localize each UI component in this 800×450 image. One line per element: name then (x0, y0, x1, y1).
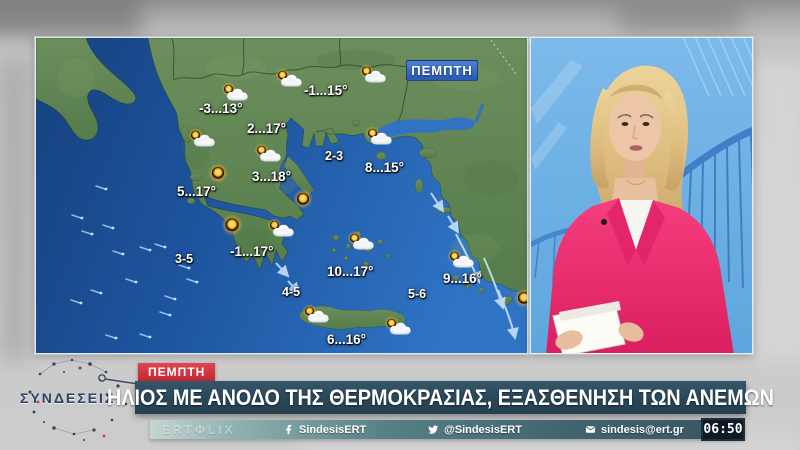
studio-background-blob (620, 0, 740, 30)
facebook-icon (286, 424, 292, 435)
logo-constellation (28, 358, 139, 441)
email-icon (585, 426, 596, 433)
sun-cloud-icon (252, 142, 282, 164)
contrail (490, 39, 517, 75)
headline-text: ΗΛΙΟΣ ΜΕ ΑΝΟΔΟ ΤΗΣ ΘΕΡΜΟΚΡΑΣΙΑΣ, ΕΞΑΣΘΕΝ… (107, 384, 774, 410)
wind-arrows-group (70, 185, 519, 340)
sun-cloud-icon (186, 127, 216, 149)
twitter-icon (428, 425, 439, 434)
sun-cloud-icon (273, 67, 303, 89)
sun-cloud-icon (345, 230, 375, 252)
wind-speed-label: 2-3 (325, 148, 344, 163)
email-item: sindesis@ert.gr (585, 424, 684, 436)
facebook-item: SindesisERT (283, 424, 366, 436)
temperature-label: 10...17° (327, 263, 374, 279)
map-day-badge: ΠΕΜΠΤΗ (406, 60, 478, 81)
temperature-label: 2...17° (247, 120, 287, 136)
temperature-label: -3...13° (199, 100, 243, 116)
studio-background-blob (752, 60, 800, 360)
presenter-scene (531, 38, 752, 353)
marmara-sea (366, 103, 485, 142)
temperature-label: 6...16° (327, 331, 367, 347)
sun-cloud-icon (363, 125, 393, 147)
ticker-bar: ERTΦLIX SindesisERT @SindesisERT sindesi… (150, 418, 745, 441)
sun-icon (207, 162, 229, 184)
italy-landmass (36, 38, 136, 141)
sun-icon (292, 188, 314, 210)
crete-island (298, 305, 406, 330)
email-address: sindesis@ert.gr (601, 423, 684, 436)
wind-speed-label: 5-6 (408, 286, 427, 301)
temperature-label: 3...18° (252, 168, 292, 184)
news-anchor (546, 65, 734, 353)
background-lines (682, 38, 752, 97)
wind-speed-label: 3-5 (175, 251, 194, 266)
temperature-label: 8...15° (365, 159, 405, 175)
background-streaks (531, 60, 583, 170)
sun-cloud-icon (357, 63, 387, 85)
weather-map-panel: -3...13° -1...15° 2...17° 3...18° 5...17… (35, 37, 528, 354)
day-tag: ΠΕΜΠΤΗ (138, 363, 216, 381)
twitter-item: @SindesisERT (428, 424, 522, 436)
studio-background-blob (0, 0, 140, 35)
wind-speed-label: 4-5 (282, 284, 301, 299)
facebook-handle: SindesisERT (299, 423, 367, 436)
sun-cloud-icon (265, 217, 295, 239)
headline-bar: ΗΛΙΟΣ ΜΕ ΑΝΟΔΟ ΤΗΣ ΘΕΡΜΟΚΡΑΣΙΑΣ, ΕΞΑΣΘΕΝ… (107, 381, 774, 414)
sun-cloud-icon (300, 303, 330, 325)
greece-map-graphic (36, 38, 527, 353)
land-texture (58, 50, 519, 262)
sun-icon (220, 213, 244, 237)
presenter-video (530, 37, 753, 354)
show-logo: ΣΥΝΔΕΣΕΙΣ (14, 352, 139, 447)
anchor-hand (618, 322, 644, 342)
temperature-label: -1...17° (230, 243, 274, 259)
ertflix-logo: ERTΦLIX (162, 422, 236, 437)
show-logo-title: ΣΥΝΔΕΣΕΙΣ (20, 390, 116, 406)
sun-cloud-icon (445, 248, 475, 270)
clock-badge: 06:50 (701, 418, 745, 441)
lapel-brooch (601, 219, 607, 225)
temperature-label: 5...17° (177, 183, 217, 199)
twitter-handle: @SindesisERT (444, 423, 522, 436)
sun-cloud-icon (382, 315, 412, 337)
studio-background-blob (0, 60, 30, 360)
temperature-label: -1...15° (304, 82, 348, 98)
anchor-hand (555, 330, 583, 350)
temperature-label: 9...16° (443, 270, 483, 286)
sun-icon (513, 287, 528, 309)
